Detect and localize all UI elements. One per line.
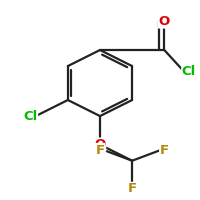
Text: O: O	[159, 15, 170, 28]
Text: F: F	[128, 182, 137, 195]
Text: Cl: Cl	[182, 65, 196, 78]
Text: O: O	[94, 138, 106, 151]
Text: F: F	[160, 144, 169, 156]
Text: Cl: Cl	[23, 110, 37, 123]
Text: F: F	[95, 144, 105, 156]
